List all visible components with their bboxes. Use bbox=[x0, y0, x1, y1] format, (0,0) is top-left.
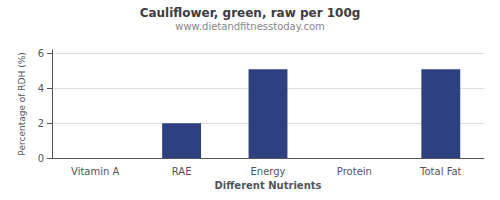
svg-text:6: 6 bbox=[38, 48, 44, 59]
svg-text:0: 0 bbox=[38, 153, 44, 164]
svg-text:2: 2 bbox=[38, 118, 44, 129]
svg-text:Cauliflower, green, raw per 10: Cauliflower, green, raw per 100g bbox=[140, 6, 361, 20]
svg-text:4: 4 bbox=[38, 83, 44, 94]
svg-text:RAE: RAE bbox=[172, 166, 192, 177]
svg-text:Protein: Protein bbox=[337, 166, 372, 177]
svg-text:Percentage of RDH (%): Percentage of RDH (%) bbox=[17, 52, 27, 155]
svg-text:Total Fat: Total Fat bbox=[419, 166, 461, 177]
svg-text:Different Nutrients: Different Nutrients bbox=[215, 180, 322, 191]
svg-text:www.dietandfitnesstoday.com: www.dietandfitnesstoday.com bbox=[175, 21, 324, 32]
svg-text:Energy: Energy bbox=[250, 166, 285, 177]
svg-text:Vitamin A: Vitamin A bbox=[71, 166, 119, 177]
